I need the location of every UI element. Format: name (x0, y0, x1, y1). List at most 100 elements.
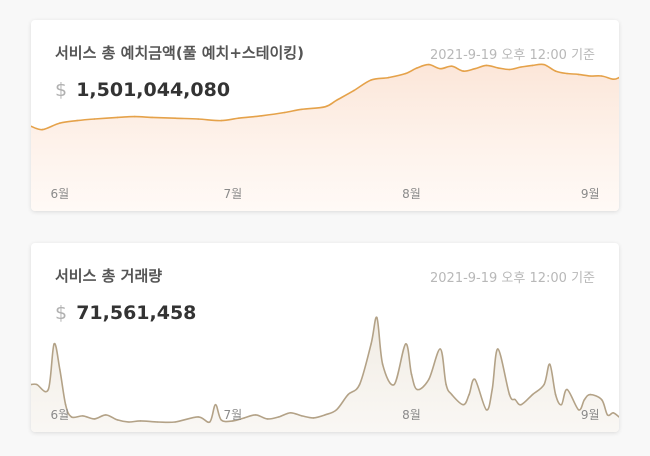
deposit-chart: 6월 7월 8월 9월 (31, 63, 619, 211)
volume-data-point (439, 348, 442, 350)
volume-data-point (174, 421, 176, 423)
volume-data-point (428, 378, 430, 381)
volume-data-point (324, 414, 326, 416)
volume-chart: 6월 7월 8월 9월 (31, 316, 619, 432)
volume-data-point (549, 363, 551, 365)
volume-data-point (243, 417, 246, 419)
deposit-data-point (283, 111, 286, 114)
volume-data-point (335, 409, 338, 411)
volume-data-point (289, 412, 292, 414)
deposit-data-point (577, 73, 580, 76)
deposit-card: 6월 7월 8월 9월 서비스 총 예치금액(풀 예치+스테이킹) 2021-9-19… (31, 20, 619, 211)
volume-data-point (64, 403, 67, 406)
deposit-x-tick-label: 6월 (50, 187, 69, 201)
volume-data-point (59, 368, 61, 371)
deposit-value: $ 1,501,044,080 (55, 79, 230, 101)
deposit-data-point (174, 117, 176, 119)
volume-data-point (393, 383, 396, 386)
volume-data-point (347, 393, 349, 396)
volume-data-point (301, 415, 303, 417)
deposit-timestamp: 2021-9-19 오후 12:00 기준 (430, 48, 595, 63)
volume-data-point (220, 419, 222, 421)
deposit-data-point (134, 115, 136, 118)
volume-series-line (31, 316, 619, 424)
volume-data-point (139, 420, 142, 422)
deposit-data-point (428, 63, 430, 66)
volume-data-point (312, 417, 315, 419)
deposit-data-point (462, 70, 465, 72)
deposit-x-tick-label: 7월 (223, 187, 242, 201)
deposit-data-point (335, 99, 338, 102)
volume-data-point (508, 393, 511, 396)
volume-data-point (520, 403, 522, 406)
volume-x-tick-label: 7월 (223, 408, 242, 422)
deposit-data-point (416, 67, 419, 69)
volume-data-point (474, 378, 476, 381)
volume-card-title: 서비스 총 거래량 (55, 267, 163, 285)
volume-data-point (606, 414, 609, 416)
volume-data-point (93, 418, 96, 420)
deposit-data-point (353, 89, 355, 92)
volume-data-point (554, 393, 557, 396)
volume-data-point (543, 383, 545, 386)
volume-data-point (451, 393, 453, 396)
volume-amount: 71,561,458 (76, 302, 197, 324)
deposit-data-point (93, 118, 96, 120)
volume-data-point (589, 393, 591, 396)
volume-data-point (53, 343, 55, 345)
volume-data-point (232, 420, 234, 422)
deposit-area-fill (31, 64, 619, 211)
deposit-data-point (508, 68, 511, 71)
deposit-data-point (600, 75, 603, 77)
volume-data-point (600, 398, 603, 401)
volume-data-point (358, 383, 361, 386)
deposit-data-point (197, 118, 199, 120)
deposit-data-point (589, 75, 591, 77)
volume-data-point (514, 398, 516, 401)
volume-data-point (618, 416, 619, 418)
deposit-data-point (220, 119, 222, 122)
deposit-data-point (451, 65, 453, 67)
deposit-data-point (566, 72, 568, 75)
volume-data-point (36, 383, 38, 386)
deposit-data-point (41, 128, 44, 131)
deposit-data-point (439, 67, 442, 70)
volume-data-point (208, 421, 211, 423)
deposit-x-tick-label: 8월 (402, 187, 421, 201)
deposit-data-point (531, 64, 534, 67)
volume-data-point (82, 415, 84, 417)
volume-data-point (566, 388, 568, 391)
deposit-data-point (260, 115, 263, 117)
volume-data-point (105, 414, 107, 416)
volume-data-point (255, 414, 257, 416)
volume-data-point (157, 421, 159, 423)
volume-data-point (491, 388, 494, 391)
deposit-data-point (474, 67, 476, 70)
volume-data-point (370, 343, 372, 345)
deposit-data-point (404, 72, 407, 75)
volume-card: 6월 7월 8월 9월 서비스 총 거래량 2021-9-19 오후 12:00 기준… (31, 243, 619, 432)
volume-data-point (531, 393, 534, 396)
deposit-data-point (618, 76, 619, 79)
volume-data-point (577, 409, 580, 411)
volume-data-point (214, 403, 217, 406)
volume-data-point (468, 393, 470, 396)
volume-data-point (128, 421, 130, 423)
deposit-amount: 1,501,044,080 (76, 79, 231, 101)
deposit-data-point (520, 66, 522, 68)
deposit-card-title: 서비스 총 예치금액(풀 예치+스테이킹) (55, 44, 304, 62)
volume-data-point (278, 416, 280, 418)
deposit-data-point (387, 76, 390, 79)
volume-data-point (47, 388, 50, 391)
volume-data-point (266, 418, 269, 420)
deposit-currency-symbol: $ (55, 79, 68, 101)
deposit-data-point (151, 116, 153, 119)
deposit-data-point (116, 116, 119, 119)
deposit-data-point (370, 79, 372, 81)
volume-data-point (197, 416, 199, 418)
deposit-data-point (543, 63, 545, 66)
volume-data-point (485, 409, 488, 411)
deposit-x-tick-label: 9월 (581, 187, 600, 201)
volume-currency-symbol: $ (55, 302, 68, 324)
deposit-series-line (31, 63, 619, 131)
